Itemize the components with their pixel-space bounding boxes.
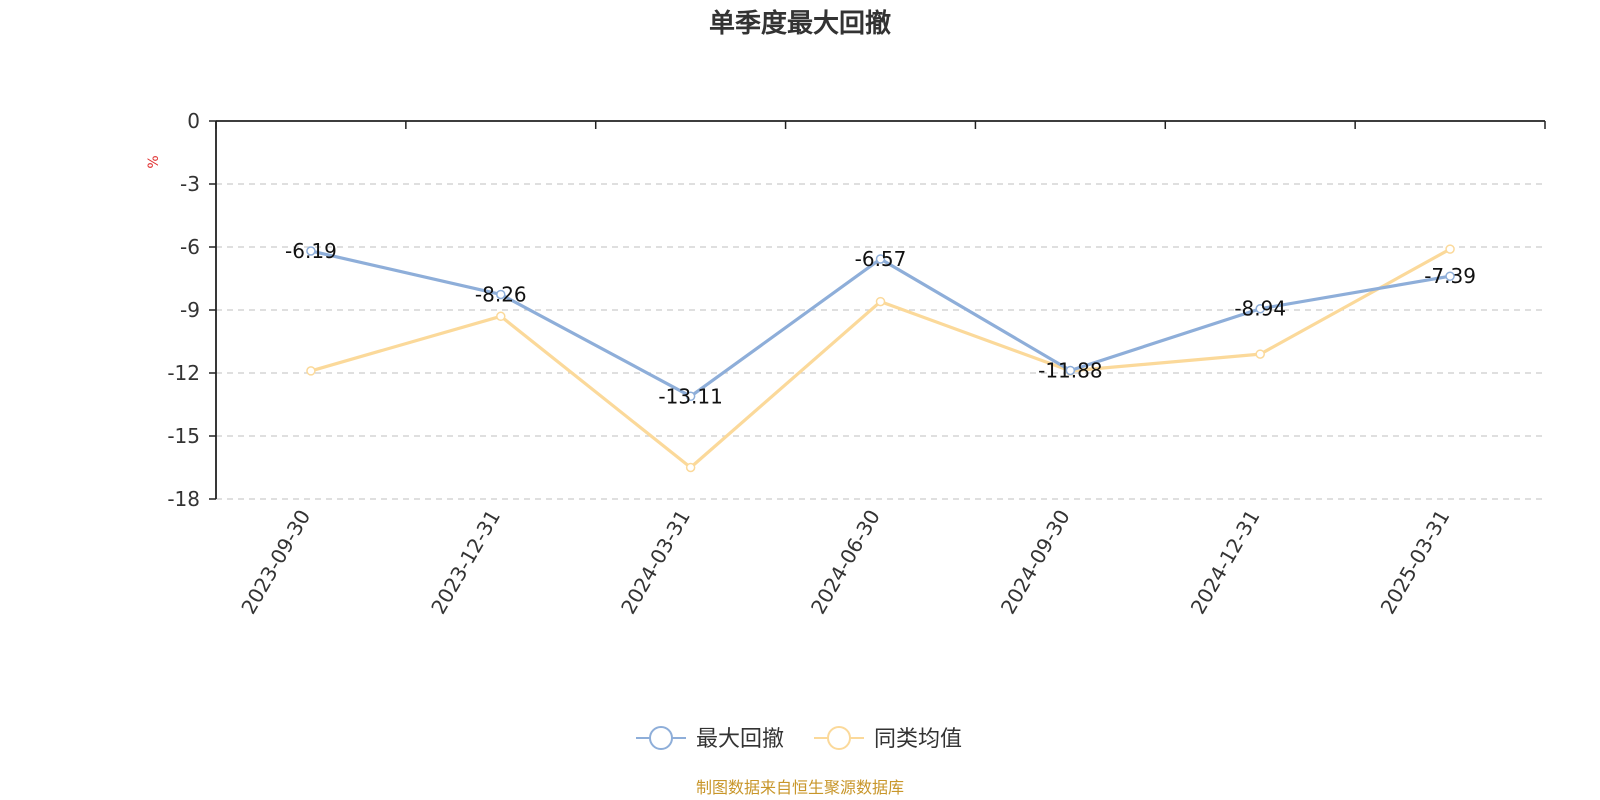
chart-title: 单季度最大回撤	[709, 8, 891, 39]
source-note: 制图数据来自恒生聚源数据库	[696, 778, 904, 797]
data-point[interactable]	[306, 366, 316, 376]
series-line	[309, 249, 1452, 398]
data-point[interactable]	[1255, 303, 1265, 314]
data-label: -8.94	[1234, 297, 1286, 321]
y-tick-label: -12	[167, 361, 200, 385]
legend-swatch-marker	[649, 726, 673, 750]
legend-label: 最大回撤	[696, 727, 784, 752]
data-label: -7.39	[1424, 264, 1476, 288]
y-axis-unit: %	[146, 155, 162, 168]
legend-swatch-marker	[827, 726, 851, 750]
data-point[interactable]	[306, 246, 316, 256]
x-tick-label: 2024-03-31	[616, 506, 695, 619]
y-tick-label: -15	[167, 424, 200, 448]
data-point[interactable]	[496, 311, 506, 322]
data-point[interactable]	[875, 254, 886, 264]
y-tick-label: -6	[180, 235, 200, 259]
series-layer	[306, 244, 1455, 473]
data-labels: -6.19 -8.26 -13.11 -6.57 -11.88 -8.94 -7.39	[285, 239, 1476, 408]
data-point[interactable]	[875, 296, 886, 307]
legend-label: 同类均值	[874, 727, 962, 752]
data-label: -11.88	[1038, 358, 1102, 382]
x-tick-label: 2024-12-31	[1186, 506, 1265, 619]
grid	[216, 183, 1545, 500]
axes: 0 -3 -6 -9 -12 -15 -18 2023-09-30 2023-12-31 2024…	[167, 109, 1546, 619]
y-tick-label: -9	[180, 298, 200, 322]
legend-item[interactable]: 同类均值	[814, 726, 962, 752]
data-point[interactable]	[685, 391, 696, 402]
data-label: -8.26	[475, 282, 527, 306]
y-tick-label: -18	[167, 487, 200, 511]
x-tick-label: 2024-06-30	[806, 506, 885, 619]
data-label: -6.57	[855, 247, 907, 271]
legend[interactable]: 最大回撤 同类均值	[636, 726, 962, 752]
legend-item[interactable]: 最大回撤	[636, 726, 784, 752]
x-tick-label: 2023-12-31	[426, 506, 505, 619]
data-point[interactable]	[685, 462, 696, 473]
y-tick-label: 0	[187, 109, 200, 133]
x-tick-label: 2023-09-30	[236, 506, 315, 619]
x-tick-label: 2024-09-30	[996, 506, 1075, 619]
data-label: -13.11	[658, 384, 722, 408]
x-tick-label: 2025-03-31	[1375, 506, 1454, 619]
data-point[interactable]	[1445, 271, 1455, 281]
data-point[interactable]	[1065, 365, 1076, 376]
data-label: -6.19	[285, 239, 337, 263]
data-point[interactable]	[496, 289, 506, 300]
data-point[interactable]	[1445, 244, 1455, 254]
y-tick-label: -3	[180, 172, 200, 196]
data-point[interactable]	[1255, 349, 1265, 359]
